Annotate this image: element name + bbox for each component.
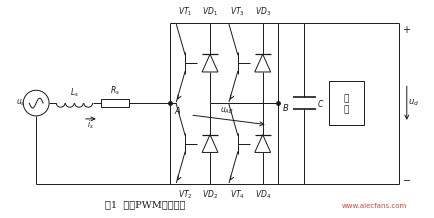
Text: 负: 负 (343, 95, 349, 104)
Text: $u_{AB}$: $u_{AB}$ (220, 106, 233, 116)
Text: $u_d$: $u_d$ (407, 98, 418, 108)
Text: $C$: $C$ (316, 98, 323, 109)
Text: $VT_2$: $VT_2$ (178, 189, 192, 201)
Text: $VD_4$: $VD_4$ (254, 189, 270, 201)
Text: $VD_2$: $VD_2$ (202, 189, 217, 201)
Bar (329, 81, 363, 125)
Text: $R_s$: $R_s$ (109, 85, 119, 97)
Text: $u_s$: $u_s$ (16, 98, 25, 108)
Text: $+$: $+$ (401, 24, 411, 34)
Text: $B$: $B$ (281, 102, 288, 112)
Text: www.alecfans.com: www.alecfans.com (341, 203, 406, 209)
Text: $L_s$: $L_s$ (70, 87, 79, 99)
Text: $VT_3$: $VT_3$ (230, 6, 245, 18)
Text: $VT_4$: $VT_4$ (230, 189, 245, 201)
Text: 载: 载 (343, 106, 349, 114)
Text: $-$: $-$ (401, 175, 411, 184)
Text: $VD_1$: $VD_1$ (202, 6, 217, 18)
Text: $VD_3$: $VD_3$ (254, 6, 270, 18)
Text: $VT_1$: $VT_1$ (178, 6, 192, 18)
Text: 图1  单相PWM整流电路: 图1 单相PWM整流电路 (105, 200, 185, 209)
Text: $A$: $A$ (174, 106, 181, 116)
Bar (101, 99, 128, 107)
Text: $i_s$: $i_s$ (87, 119, 94, 131)
